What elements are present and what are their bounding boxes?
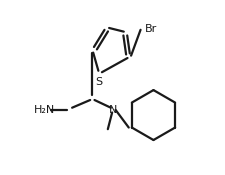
Text: S: S (94, 77, 101, 87)
Text: N: N (108, 105, 117, 115)
Text: Br: Br (144, 24, 156, 34)
Text: H₂N: H₂N (33, 105, 54, 115)
